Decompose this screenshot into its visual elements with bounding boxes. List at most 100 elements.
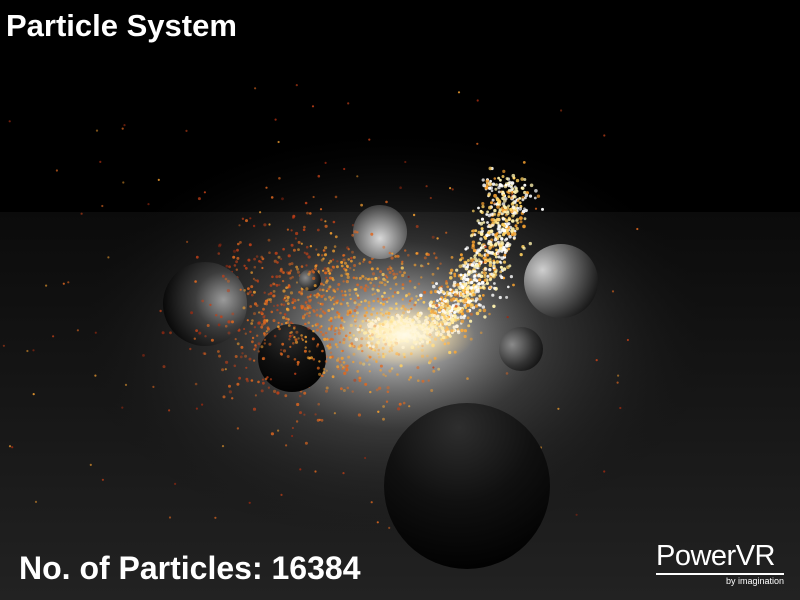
particle — [297, 298, 300, 302]
particle — [294, 372, 297, 375]
particle — [274, 118, 277, 121]
particle — [469, 299, 473, 303]
particle — [346, 272, 350, 276]
particle — [121, 406, 124, 409]
particle — [243, 289, 246, 292]
particle — [236, 382, 240, 386]
particle — [484, 245, 487, 249]
particle — [201, 299, 205, 303]
particle — [316, 292, 319, 296]
particle — [197, 197, 201, 201]
particle — [321, 333, 325, 337]
particle — [463, 283, 467, 287]
particle — [242, 306, 246, 310]
particle — [488, 166, 493, 171]
particle — [236, 248, 239, 252]
particle — [499, 261, 503, 265]
particle — [320, 302, 324, 306]
particle — [332, 278, 335, 282]
particle — [523, 178, 527, 181]
particle — [498, 244, 502, 248]
particle — [277, 429, 280, 432]
particle — [444, 300, 447, 303]
particle — [466, 309, 470, 313]
particle — [377, 410, 380, 413]
particle — [324, 224, 328, 228]
particle — [294, 338, 298, 342]
particle — [478, 296, 483, 301]
particle — [500, 212, 504, 216]
particle — [323, 311, 327, 315]
particle — [291, 426, 294, 430]
particle — [261, 266, 264, 270]
particle — [476, 142, 479, 145]
particle — [459, 273, 463, 277]
particle — [317, 174, 321, 178]
particle — [353, 378, 357, 382]
particle — [312, 195, 315, 199]
particle — [270, 432, 274, 436]
particle — [343, 267, 346, 270]
particle — [280, 323, 283, 326]
particle — [401, 273, 405, 278]
particle — [491, 198, 495, 202]
particle — [522, 246, 526, 250]
particle — [376, 297, 380, 300]
particle — [260, 255, 264, 259]
particle — [251, 293, 254, 297]
particle — [477, 282, 482, 286]
particle — [337, 283, 341, 286]
particle — [203, 191, 206, 194]
particle — [432, 369, 436, 373]
particle — [479, 209, 483, 213]
particle — [348, 293, 351, 296]
particle — [67, 281, 70, 284]
particle — [276, 308, 279, 312]
particle — [399, 186, 402, 189]
particle — [436, 290, 440, 294]
particle — [328, 319, 331, 322]
particle — [499, 270, 503, 274]
particle — [340, 356, 344, 360]
particle — [330, 324, 334, 328]
particle — [368, 260, 372, 264]
particle — [278, 327, 281, 331]
particle — [157, 178, 160, 181]
particle — [464, 306, 468, 309]
particle — [358, 379, 362, 382]
particle — [478, 249, 481, 253]
particle — [273, 283, 276, 286]
particle — [422, 300, 426, 304]
particle — [315, 344, 319, 348]
particle — [503, 210, 507, 214]
particle — [283, 296, 286, 300]
particle — [233, 364, 237, 368]
particle — [490, 201, 493, 205]
particle — [289, 277, 292, 280]
particle — [377, 276, 381, 279]
particle — [291, 275, 294, 279]
particle — [231, 312, 235, 316]
particle — [467, 297, 471, 300]
particle — [325, 271, 328, 274]
particle — [503, 251, 507, 255]
particle — [486, 274, 490, 278]
particle — [466, 293, 470, 297]
particle — [493, 219, 497, 223]
particle — [346, 301, 349, 305]
particle — [469, 319, 473, 323]
particle — [313, 294, 316, 297]
particle — [354, 288, 358, 291]
particle — [257, 350, 260, 353]
particle — [349, 311, 352, 314]
particle — [479, 331, 483, 335]
particle — [316, 322, 319, 326]
particle — [443, 297, 447, 301]
particle — [269, 284, 273, 287]
particle — [357, 376, 361, 380]
particle — [371, 272, 376, 276]
particle — [520, 177, 524, 181]
light-hotspot — [335, 303, 475, 367]
particle — [329, 259, 333, 263]
